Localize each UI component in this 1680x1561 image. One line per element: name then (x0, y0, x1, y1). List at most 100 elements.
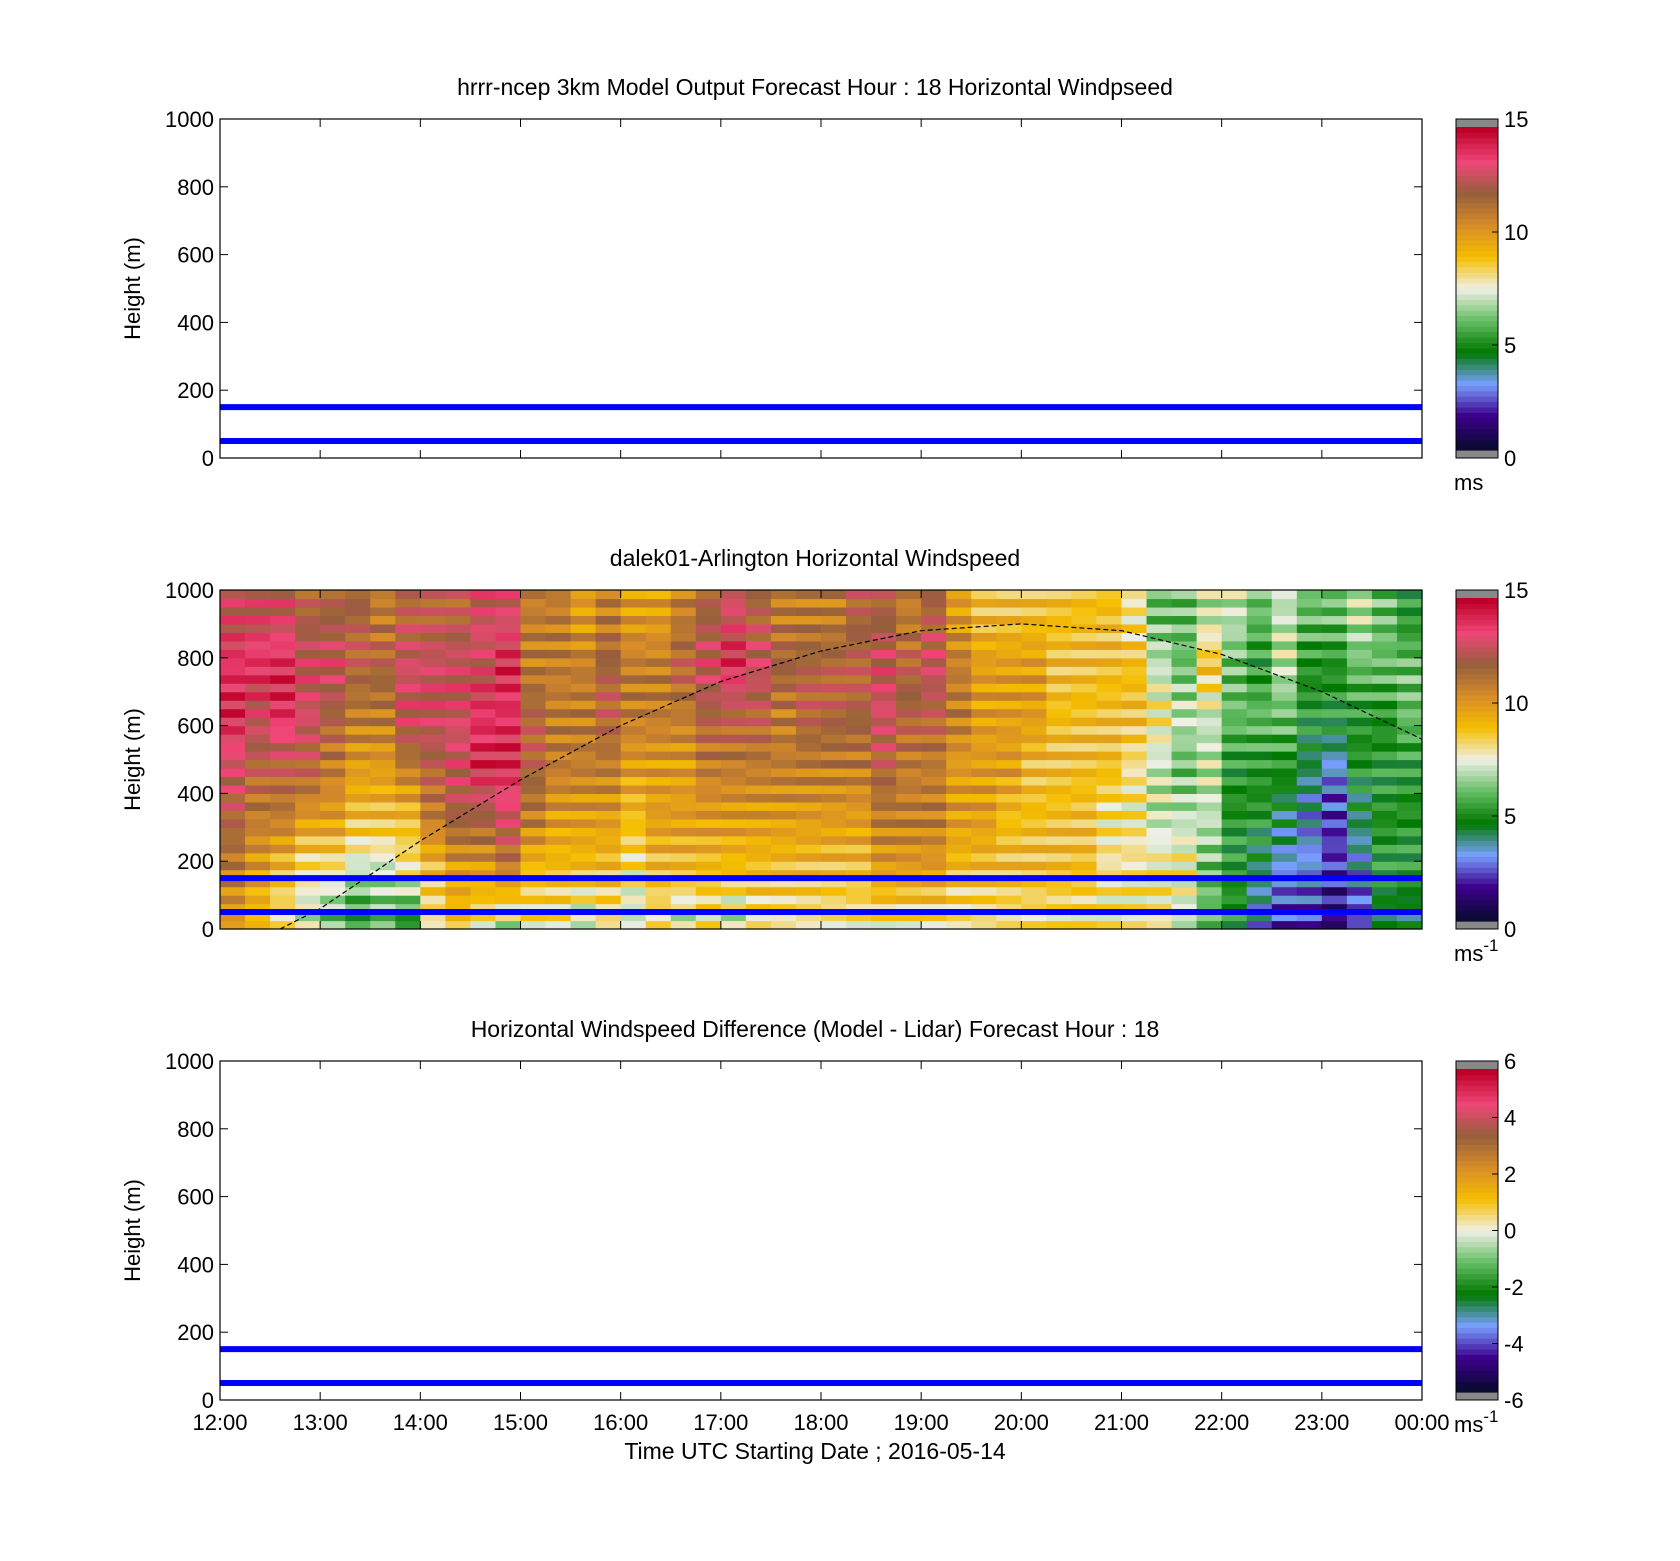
heatmap-cell (1396, 606, 1423, 617)
heatmap-cell (395, 623, 421, 633)
heatmap-cell (971, 674, 997, 684)
colorbar-segment (1456, 1106, 1498, 1113)
heatmap-cell (1396, 640, 1423, 650)
colorbar-segment (1456, 358, 1498, 365)
heatmap-cell (670, 700, 697, 710)
heatmap-cell (821, 912, 847, 922)
heatmap-cell (245, 700, 271, 710)
heatmap-cell (871, 751, 897, 761)
heatmap-cell (220, 700, 246, 710)
heatmap-cell (695, 700, 722, 710)
heatmap-cell (1396, 852, 1423, 862)
heatmap-cell (795, 903, 822, 913)
heatmap-cell (695, 818, 722, 828)
heatmap-cell (1196, 691, 1223, 701)
heatmap-cell (1021, 725, 1047, 735)
heatmap-cell (245, 632, 271, 642)
heatmap-cell (1021, 818, 1047, 828)
heatmap-cell (245, 895, 271, 905)
heatmap-cell (320, 674, 346, 684)
heatmap-cell (821, 606, 847, 617)
colorbar-segment (1456, 1095, 1498, 1102)
heatmap-cell (1021, 767, 1047, 778)
heatmap-cell (495, 598, 522, 608)
heatmap-cell (270, 640, 296, 650)
heatmap-cell (270, 776, 296, 786)
heatmap-cell (545, 835, 572, 845)
heatmap-cell (745, 827, 772, 837)
heatmap-cell (1121, 878, 1148, 888)
heatmap-cell (1396, 759, 1423, 769)
heatmap-cell (395, 632, 421, 642)
heatmap-cell (996, 759, 1022, 769)
colorbar-segment (1456, 877, 1498, 884)
heatmap-cell (996, 590, 1022, 600)
y-axis-label: Height (m) (120, 237, 145, 340)
heatmap-cell (420, 666, 446, 676)
heatmap-cell (1396, 734, 1423, 744)
heatmap-cell (1271, 691, 1298, 701)
heatmap-cell (1046, 767, 1073, 778)
heatmap-cell (595, 649, 622, 659)
heatmap-cell (670, 734, 697, 744)
heatmap-cell (370, 674, 396, 684)
heatmap-cell (620, 878, 647, 888)
heatmap-cell (1146, 734, 1173, 744)
heatmap-cell (270, 725, 296, 735)
heatmap-cell (645, 801, 672, 811)
heatmap-cell (971, 886, 997, 896)
heatmap-cell (595, 674, 622, 684)
heatmap-cell (1246, 590, 1273, 600)
heatmap-cell (520, 827, 547, 837)
colorbar-segment (1456, 861, 1498, 868)
heatmap-cell (645, 759, 672, 769)
heatmap-cell (495, 844, 522, 854)
heatmap-cell (1196, 640, 1223, 650)
heatmap-cell (645, 742, 672, 752)
heatmap-cell (720, 615, 747, 625)
heatmap-cell (1096, 912, 1123, 922)
heatmap-cell (1321, 632, 1348, 642)
heatmap-cell (1096, 632, 1123, 642)
heatmap-cell (1196, 767, 1223, 778)
heatmap-cell (846, 700, 872, 710)
heatmap-cell (595, 920, 622, 930)
heatmap-cell (770, 683, 797, 693)
heatmap-cell (545, 759, 572, 769)
colorbar-segment (1456, 1069, 1498, 1075)
heatmap-cell (795, 623, 822, 633)
heatmap-cell (996, 801, 1022, 811)
colorbar-segment (1456, 1155, 1498, 1162)
heatmap-cell (570, 895, 597, 905)
heatmap-cell (1121, 742, 1148, 752)
heatmap-cell (921, 767, 947, 778)
heatmap-cell (1296, 640, 1323, 650)
heatmap-cell (1146, 886, 1173, 896)
heatmap-cell (545, 818, 572, 828)
heatmap-cell (1146, 759, 1173, 769)
heatmap-cell (245, 903, 271, 913)
heatmap-cell (220, 920, 246, 930)
heatmap-cell (445, 640, 472, 650)
heatmap-cell (295, 759, 321, 769)
x-tick-label: 21:00 (1094, 1410, 1149, 1435)
heatmap-cell (1096, 810, 1123, 820)
heatmap-cell (1121, 801, 1148, 811)
heatmap-cell (470, 649, 497, 659)
heatmap-cell (1271, 700, 1298, 710)
heatmap-cell (821, 827, 847, 837)
heatmap-cell (420, 767, 446, 778)
heatmap-cell (545, 844, 572, 854)
heatmap-cell (545, 674, 572, 684)
heatmap-cell (495, 895, 522, 905)
panel-title: hrrr-ncep 3km Model Output Forecast Hour… (457, 74, 1173, 100)
colorbar-segment (1456, 396, 1498, 403)
heatmap-cell (1096, 835, 1123, 845)
heatmap-cell (896, 598, 922, 608)
heatmap-cell (395, 674, 421, 684)
colorbar-segment (1456, 1203, 1498, 1210)
heatmap-cell (320, 776, 346, 786)
heatmap-cell (595, 640, 622, 650)
heatmap-cell (1371, 759, 1398, 769)
colorbar-segment (1456, 1316, 1498, 1323)
